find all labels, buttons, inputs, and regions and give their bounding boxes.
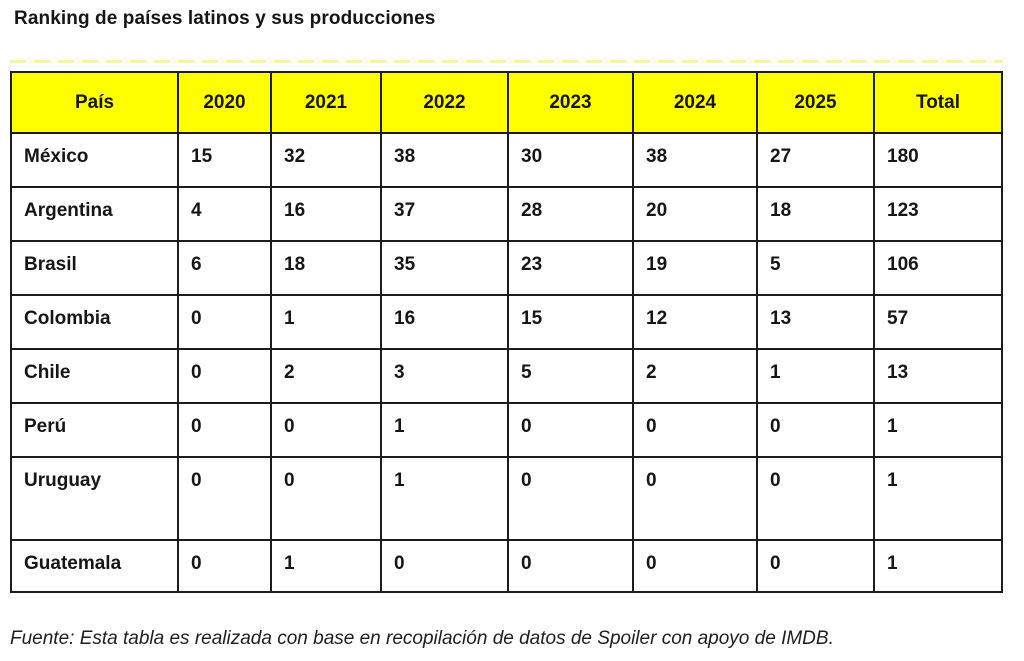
total-cell: 1 [873,402,1003,458]
value-cell: 0 [177,456,272,541]
ranking-table: País 2020 2021 2022 2023 2024 2025 Total… [10,71,1003,593]
value-cell: 30 [507,132,634,188]
total-cell: 123 [873,186,1003,242]
value-cell: 27 [756,132,875,188]
total-cell: 1 [873,456,1003,541]
total-cell: 106 [873,240,1003,296]
value-cell: 1 [756,348,875,404]
table-header-row: País 2020 2021 2022 2023 2024 2025 Total [10,71,1003,134]
value-cell: 1 [380,456,509,541]
table-row-peru: Perú 0 0 1 0 0 0 1 [10,402,1003,458]
value-cell: 0 [756,456,875,541]
value-cell: 13 [756,294,875,350]
value-cell: 2 [632,348,758,404]
value-cell: 0 [507,402,634,458]
value-cell: 15 [507,294,634,350]
value-cell: 2 [270,348,382,404]
table-row-brasil: Brasil 6 18 35 23 19 5 106 [10,240,1003,296]
value-cell: 32 [270,132,382,188]
value-cell: 4 [177,186,272,242]
column-header-pais: País [10,71,179,134]
table-row-chile: Chile 0 2 3 5 2 1 13 [10,348,1003,404]
column-header-total: Total [873,71,1003,134]
value-cell: 3 [380,348,509,404]
total-cell: 1 [873,539,1003,593]
value-cell: 0 [380,539,509,593]
total-cell: 57 [873,294,1003,350]
value-cell: 0 [756,539,875,593]
value-cell: 12 [632,294,758,350]
total-cell: 180 [873,132,1003,188]
value-cell: 1 [270,539,382,593]
value-cell: 0 [177,402,272,458]
value-cell: 38 [632,132,758,188]
value-cell: 37 [380,186,509,242]
column-header-2025: 2025 [756,71,875,134]
table-row-uruguay: Uruguay 0 0 1 0 0 0 1 [10,456,1003,541]
column-header-2022: 2022 [380,71,509,134]
value-cell: 0 [177,294,272,350]
top-accent-line [10,60,1003,63]
table-row-argentina: Argentina 4 16 37 28 20 18 123 [10,186,1003,242]
value-cell: 6 [177,240,272,296]
value-cell: 28 [507,186,634,242]
value-cell: 20 [632,186,758,242]
column-header-2024: 2024 [632,71,758,134]
country-cell: Chile [10,348,179,404]
value-cell: 16 [270,186,382,242]
value-cell: 38 [380,132,509,188]
value-cell: 0 [632,539,758,593]
value-cell: 0 [177,539,272,593]
value-cell: 0 [507,456,634,541]
table-row-guatemala: Guatemala 0 1 0 0 0 0 1 [10,539,1003,593]
value-cell: 0 [270,456,382,541]
value-cell: 16 [380,294,509,350]
value-cell: 35 [380,240,509,296]
table-row-mexico: México 15 32 38 30 38 27 180 [10,132,1003,188]
country-cell: Colombia [10,294,179,350]
value-cell: 0 [632,402,758,458]
value-cell: 18 [756,186,875,242]
value-cell: 19 [632,240,758,296]
country-cell: Uruguay [10,456,179,541]
value-cell: 18 [270,240,382,296]
value-cell: 1 [380,402,509,458]
value-cell: 0 [507,539,634,593]
value-cell: 0 [632,456,758,541]
value-cell: 0 [177,348,272,404]
country-cell: Perú [10,402,179,458]
value-cell: 23 [507,240,634,296]
value-cell: 1 [270,294,382,350]
page-title: Ranking de países latinos y sus producci… [14,8,436,29]
country-cell: México [10,132,179,188]
column-header-2021: 2021 [270,71,382,134]
value-cell: 0 [756,402,875,458]
value-cell: 0 [270,402,382,458]
table-row-colombia: Colombia 0 1 16 15 12 13 57 [10,294,1003,350]
value-cell: 5 [507,348,634,404]
value-cell: 15 [177,132,272,188]
column-header-2023: 2023 [507,71,634,134]
country-cell: Argentina [10,186,179,242]
source-note: Fuente: Esta tabla es realizada con base… [10,628,834,649]
country-cell: Guatemala [10,539,179,593]
column-header-2020: 2020 [177,71,272,134]
country-cell: Brasil [10,240,179,296]
total-cell: 13 [873,348,1003,404]
value-cell: 5 [756,240,875,296]
